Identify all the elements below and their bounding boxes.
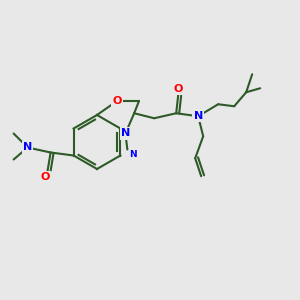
Text: O: O <box>41 172 50 182</box>
Text: N: N <box>121 128 130 139</box>
Text: O: O <box>112 96 122 106</box>
Text: N: N <box>194 111 203 121</box>
Text: N: N <box>23 142 32 152</box>
Text: N: N <box>129 150 137 159</box>
Text: O: O <box>173 84 183 94</box>
